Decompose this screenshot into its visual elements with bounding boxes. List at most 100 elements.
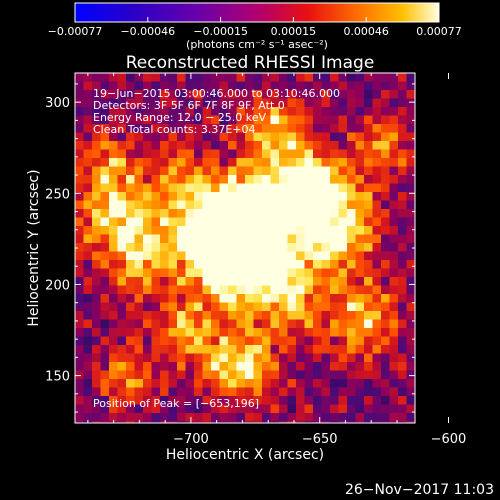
heatmap-cell (372, 192, 382, 202)
heatmap-cell (168, 73, 178, 83)
heatmap-cell (279, 404, 289, 414)
heatmap-cell (347, 268, 357, 278)
heatmap-cell (245, 175, 255, 185)
heatmap-cell (406, 90, 415, 100)
heatmap-cell (109, 294, 119, 304)
heatmap-cell (92, 251, 102, 261)
heatmap-cell (168, 328, 178, 338)
heatmap-cell (398, 319, 408, 329)
heatmap-cell (304, 73, 314, 83)
heatmap-cell (262, 413, 272, 423)
heatmap-cell (338, 251, 348, 261)
heatmap-cell (262, 81, 272, 91)
heatmap-cell (117, 141, 127, 151)
heatmap-cell (253, 183, 263, 193)
heatmap-cell (168, 243, 178, 253)
heatmap-cell (364, 132, 374, 142)
heatmap-cell (296, 217, 306, 227)
heatmap-cell (177, 149, 187, 159)
heatmap-cell (109, 107, 119, 117)
heatmap-cell (279, 353, 289, 363)
heatmap-cell (262, 294, 272, 304)
heatmap-cell (83, 294, 93, 304)
heatmap-cell (389, 200, 399, 210)
heatmap-cell (211, 379, 221, 389)
heatmap-cell (236, 311, 246, 321)
heatmap-cell (304, 387, 314, 397)
heatmap-cell (321, 345, 331, 355)
heatmap-cell (185, 115, 195, 125)
heatmap-cell (202, 81, 212, 91)
heatmap-cell (228, 149, 238, 159)
colorbar-tick-label: −0.00046 (120, 25, 175, 38)
heatmap-cell (177, 141, 187, 151)
heatmap-cell (262, 166, 272, 176)
heatmap-cell (381, 166, 391, 176)
heatmap-cell (287, 158, 297, 168)
heatmap-cell (338, 98, 348, 108)
heatmap-cell (126, 421, 136, 423)
heatmap-cell (134, 294, 144, 304)
heatmap-cell (330, 362, 340, 372)
heatmap-cell (372, 209, 382, 219)
heatmap-cell (92, 277, 102, 287)
heatmap-cell (355, 421, 365, 423)
heatmap-cell (177, 107, 187, 117)
heatmap-cell (160, 302, 170, 312)
heatmap-cell (321, 319, 331, 329)
heatmap-cell (211, 98, 221, 108)
heatmap-cell (296, 421, 306, 423)
heatmap-cell (338, 141, 348, 151)
heatmap-cell (134, 396, 144, 406)
heatmap-cell (372, 404, 382, 414)
heatmap-cell (228, 336, 238, 346)
heatmap-cell (372, 260, 382, 270)
heatmap-cell (304, 132, 314, 142)
heatmap-cell (177, 166, 187, 176)
heatmap-cell (219, 319, 229, 329)
heatmap-cell (398, 81, 408, 91)
heatmap-cell (304, 183, 314, 193)
heatmap-cell (406, 268, 415, 278)
heatmap-cell (168, 353, 178, 363)
heatmap-cell (126, 243, 136, 253)
heatmap-cell (313, 209, 323, 219)
heatmap-cell (211, 115, 221, 125)
heatmap-cell (168, 98, 178, 108)
heatmap-cell (83, 396, 93, 406)
heatmap-cell (236, 107, 246, 117)
heatmap-cell (75, 115, 85, 125)
heatmap-cell (245, 311, 255, 321)
heatmap-cell (168, 362, 178, 372)
heatmap-cell (177, 277, 187, 287)
heatmap-cell (347, 217, 357, 227)
heatmap-cell (109, 149, 119, 159)
heatmap-cell (313, 158, 323, 168)
heatmap-cell (228, 421, 238, 423)
heatmap-cell (83, 124, 93, 134)
heatmap-cell (330, 353, 340, 363)
heatmap-cell (270, 217, 280, 227)
heatmap-cell (313, 149, 323, 159)
heatmap-cell (117, 81, 127, 91)
heatmap-cell (160, 90, 170, 100)
heatmap-cell (236, 149, 246, 159)
heatmap-cell (109, 81, 119, 91)
heatmap-cell (160, 353, 170, 363)
heatmap-cell (355, 90, 365, 100)
heatmap-cell (296, 81, 306, 91)
heatmap-cell (194, 90, 204, 100)
heatmap-cell (406, 200, 415, 210)
heatmap-cell (143, 285, 153, 295)
heatmap-cell (279, 217, 289, 227)
heatmap-cell (177, 379, 187, 389)
heatmap-cell (202, 226, 212, 236)
heatmap-cell (202, 285, 212, 295)
heatmap-cell (100, 132, 110, 142)
heatmap-cell (406, 396, 415, 406)
heatmap-cell (202, 243, 212, 253)
heatmap-cell (126, 192, 136, 202)
heatmap-cell (151, 158, 161, 168)
heatmap-cell (398, 141, 408, 151)
heatmap-cell (75, 336, 85, 346)
